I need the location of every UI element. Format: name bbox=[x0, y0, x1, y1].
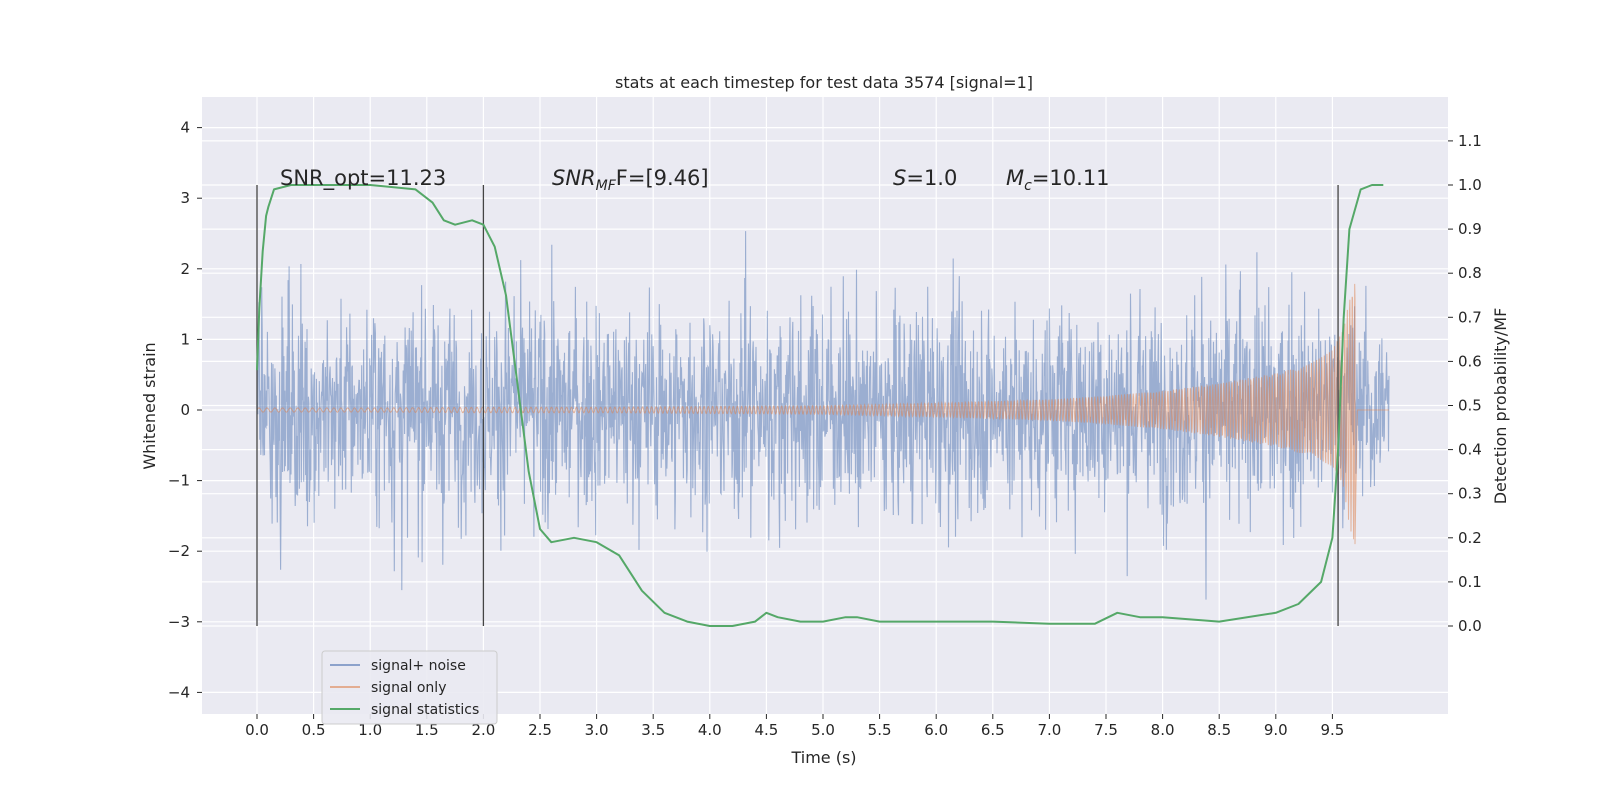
y2-tick-label: 0.2 bbox=[1458, 529, 1482, 547]
legend-label-signal-plus-noise: signal+ noise bbox=[371, 658, 466, 674]
chart-title: stats at each timestep for test data 357… bbox=[615, 73, 1033, 92]
vertical-markers bbox=[256, 185, 1339, 626]
y-tick-label: −2 bbox=[168, 542, 190, 560]
y-axis-label: Whitened strain bbox=[140, 342, 159, 469]
annotation-snr-opt: SNR_opt=11.23 bbox=[280, 166, 446, 191]
x-tick-label: 9.5 bbox=[1320, 721, 1344, 739]
y-tick-label: 3 bbox=[180, 189, 190, 207]
y2-tick-label: 0.0 bbox=[1458, 617, 1482, 635]
y-tick-label: 1 bbox=[180, 330, 190, 348]
signal-only-line bbox=[256, 283, 1389, 545]
annotation-mc-name: M bbox=[1006, 166, 1024, 190]
y-tick-label: −3 bbox=[168, 613, 190, 631]
legend-label-signal-statistics: signal statistics bbox=[371, 702, 479, 718]
x-tick-label: 1.5 bbox=[415, 721, 439, 739]
y2-tick-label: 0.4 bbox=[1458, 441, 1482, 459]
y2-tick-label: 1.0 bbox=[1458, 176, 1482, 194]
x-tick-label: 8.0 bbox=[1151, 721, 1175, 739]
x-tick-label: 4.5 bbox=[754, 721, 778, 739]
y-tick-labels: 4 3 2 1 0 −1 −2 −3 −4 bbox=[168, 119, 202, 701]
y2-tick-label: 0.8 bbox=[1458, 264, 1482, 282]
y2-tick-label: 0.1 bbox=[1458, 573, 1482, 591]
y-tick-label: 4 bbox=[180, 119, 190, 137]
y2-tick-label: 0.5 bbox=[1458, 397, 1482, 415]
signal-statistics-line bbox=[256, 184, 1384, 627]
x-tick-labels: 0.0 0.5 1.0 1.5 2.0 2.5 3.0 3.5 4.0 4.5 5.0 5.5 6.0 6… bbox=[245, 714, 1344, 739]
y2-tick-label: 0.7 bbox=[1458, 308, 1482, 326]
annotation-s-name: S bbox=[893, 166, 906, 190]
x-tick-label: 7.5 bbox=[1094, 721, 1118, 739]
x-tick-label: 6.5 bbox=[981, 721, 1005, 739]
x-tick-label: 2.5 bbox=[528, 721, 552, 739]
y2-tick-labels: 1.1 1.0 0.9 0.8 0.7 0.6 0.5 0.4 0.3 0.2 0.1 0.0 bbox=[1448, 132, 1482, 635]
annotation-mc-sub: c bbox=[1024, 178, 1032, 194]
x-tick-label: 5.0 bbox=[811, 721, 835, 739]
y2-tick-label: 0.9 bbox=[1458, 220, 1482, 238]
y2-tick-label: 1.1 bbox=[1458, 132, 1482, 150]
y-tick-label: 0 bbox=[180, 401, 190, 419]
annotation-snr-mf-sub: MF bbox=[596, 178, 617, 194]
x-tick-label: 8.5 bbox=[1207, 721, 1231, 739]
x-tick-label: 3.0 bbox=[585, 721, 609, 739]
annotation-s-value: =1.0 bbox=[906, 166, 957, 190]
x-tick-label: 4.0 bbox=[698, 721, 722, 739]
y2-tick-label: 0.6 bbox=[1458, 352, 1482, 370]
y2-axis-label: Detection probability/MF bbox=[1491, 308, 1510, 505]
x-tick-label: 0.5 bbox=[302, 721, 326, 739]
y-tick-label: −1 bbox=[168, 472, 190, 490]
x-tick-label: 9.0 bbox=[1264, 721, 1288, 739]
x-tick-label: 2.0 bbox=[471, 721, 495, 739]
signal-only-series bbox=[256, 283, 1389, 545]
x-axis-label: Time (s) bbox=[790, 748, 856, 767]
x-tick-label: 1.0 bbox=[358, 721, 382, 739]
signal-statistics-series bbox=[256, 184, 1384, 627]
legend-box bbox=[321, 650, 498, 725]
y-tick-label: −4 bbox=[168, 683, 190, 701]
x-tick-label: 7.0 bbox=[1037, 721, 1061, 739]
legend-label-signal-only: signal only bbox=[371, 680, 446, 696]
annotation-snr-mf-name: SNR bbox=[552, 166, 596, 190]
annotation-s: S=1.0 bbox=[893, 166, 957, 190]
annotation-snr-mf: SNRMFF=[9.46] bbox=[552, 166, 709, 194]
y2-tick-label: 0.3 bbox=[1458, 485, 1482, 503]
y-tick-label: 2 bbox=[180, 260, 190, 278]
x-tick-label: 6.0 bbox=[924, 721, 948, 739]
x-tick-label: 0.0 bbox=[245, 721, 269, 739]
x-tick-label: 3.5 bbox=[641, 721, 665, 739]
annotation-snr-mf-value: F=[9.46] bbox=[616, 166, 709, 190]
legend: signal+ noise signal only signal statist… bbox=[321, 650, 498, 725]
annotation-mc: Mc=10.11 bbox=[1006, 166, 1110, 194]
annotation-mc-value: =10.11 bbox=[1032, 166, 1110, 190]
x-tick-label: 5.5 bbox=[868, 721, 892, 739]
